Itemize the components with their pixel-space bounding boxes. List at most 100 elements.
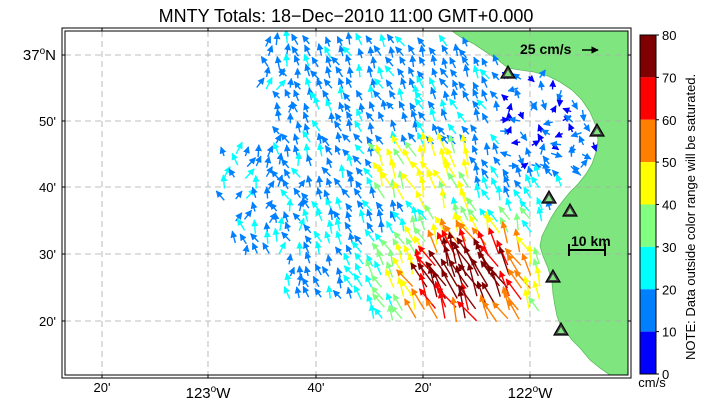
- current-vector: [326, 219, 334, 234]
- current-vector: [296, 241, 304, 256]
- current-vector: [250, 186, 258, 199]
- current-vector: [492, 142, 499, 155]
- current-vector: [472, 88, 479, 99]
- current-vector: [426, 169, 437, 190]
- current-vector: [425, 298, 439, 319]
- colorbar-segment: [640, 77, 656, 120]
- current-vector: [503, 175, 510, 188]
- current-vector: [316, 175, 324, 188]
- colorbar-note: NOTE: Data outside color range will be s…: [683, 74, 698, 360]
- current-vector: [286, 253, 294, 265]
- current-vector: [525, 147, 532, 157]
- current-vector: [528, 296, 540, 312]
- current-vector: [325, 254, 333, 266]
- current-vector: [334, 112, 342, 122]
- current-vector: [326, 157, 333, 169]
- current-vector: [385, 220, 394, 234]
- current-vector: [479, 68, 490, 80]
- current-vector: [313, 95, 320, 110]
- current-vector: [235, 190, 243, 200]
- current-vector: [333, 177, 343, 189]
- current-vector: [355, 89, 363, 101]
- current-vector: [459, 188, 469, 209]
- current-vector: [346, 66, 354, 78]
- current-vector: [519, 131, 528, 142]
- current-vector: [286, 198, 294, 212]
- current-vector: [369, 186, 377, 199]
- current-vector: [375, 144, 384, 167]
- current-vector: [374, 260, 382, 276]
- current-vector: [281, 231, 291, 242]
- current-vector: [251, 242, 259, 254]
- current-vector: [527, 74, 535, 83]
- radar-station-marker: [552, 321, 570, 336]
- distance-scale-label: 10 km: [571, 233, 611, 249]
- colorbar-segment: [640, 331, 656, 374]
- current-vector: [366, 65, 374, 78]
- current-vector: [543, 166, 553, 177]
- radar-station-marker: [540, 189, 558, 204]
- current-vector: [474, 183, 482, 199]
- current-vector: [580, 158, 588, 168]
- current-vector: [343, 274, 353, 288]
- current-vector: [325, 65, 332, 79]
- current-vector: [262, 242, 270, 254]
- current-vector: [510, 138, 521, 146]
- current-vector: [429, 107, 437, 122]
- current-vector: [517, 111, 524, 120]
- radar-stations: [499, 64, 606, 336]
- radar-station-marker: [561, 202, 579, 217]
- current-vector: [430, 223, 438, 245]
- map-frame: [64, 30, 629, 376]
- current-vector: [427, 134, 436, 157]
- current-vector: [562, 107, 572, 115]
- current-vector: [538, 80, 545, 91]
- current-vector: [334, 246, 343, 256]
- current-vector: [266, 145, 274, 158]
- current-vector: [274, 108, 282, 121]
- current-vector: [302, 285, 310, 298]
- current-vector: [325, 55, 333, 68]
- current-vector: [321, 266, 330, 277]
- current-vector: [352, 155, 362, 165]
- current-vector: [272, 212, 280, 223]
- current-vector: [417, 245, 436, 267]
- lat-label-40: 40': [39, 180, 56, 195]
- current-vector: [498, 205, 511, 221]
- current-vector: [396, 276, 405, 297]
- colorbar-tick-label: 50: [662, 155, 676, 170]
- radar-station-marker: [499, 64, 517, 79]
- current-vector: [411, 287, 426, 310]
- current-vector: [345, 210, 353, 222]
- current-vector: [325, 98, 333, 112]
- current-vector: [358, 209, 366, 224]
- current-vector: [346, 286, 354, 299]
- current-vector: [280, 133, 290, 144]
- current-vector: [230, 230, 238, 244]
- current-vector: [395, 269, 414, 287]
- current-vector: [533, 163, 541, 177]
- current-vector: [269, 202, 278, 212]
- current-vector: [364, 158, 372, 169]
- map-plot-area: [65, 31, 628, 375]
- current-vector: [513, 212, 521, 231]
- current-vector: [384, 56, 394, 67]
- lat-label-37n: 37oN: [23, 46, 56, 64]
- current-vector: [482, 300, 498, 323]
- current-vector: [450, 296, 458, 323]
- current-vector: [363, 167, 373, 179]
- current-vector: [507, 299, 520, 320]
- current-vector: [316, 187, 323, 200]
- current-vector: [441, 269, 458, 299]
- current-vector: [341, 188, 351, 199]
- current-vector: [489, 90, 499, 100]
- current-vector: [396, 201, 404, 213]
- current-vector: [235, 141, 243, 155]
- current-vector: [520, 162, 529, 170]
- current-vector: [374, 78, 384, 89]
- lon-label-123-20: 20': [94, 380, 111, 395]
- current-vector: [338, 101, 345, 113]
- current-vector: [409, 54, 417, 68]
- current-vector: [500, 116, 510, 124]
- current-vector: [330, 56, 340, 66]
